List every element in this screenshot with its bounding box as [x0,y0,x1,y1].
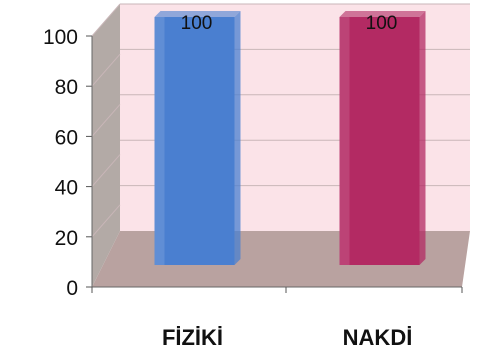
bar-face [154,17,235,265]
y-tick-label: 0 [66,277,78,300]
bar-top [154,11,241,17]
y-tick-label: 60 [55,126,78,149]
gridline-side [91,154,121,187]
labels: 100 FİZİKİ 100 NAKDİ [162,13,412,350]
y-tick-label: 40 [55,177,78,200]
bar-top [339,11,426,17]
bar-side [419,11,426,265]
bar-face [339,17,420,265]
bar-highlight [339,17,350,265]
gridline-side [91,104,121,137]
side-wall [92,4,120,287]
bar-highlight [154,17,165,265]
bar-side [234,11,241,265]
bar-1 [154,11,241,265]
x-tick-label-1: FİZİKİ [162,325,223,350]
data-label-1: 100 [181,13,213,34]
data-label-2: 100 [366,13,398,34]
x-tick-label-2: NAKDİ [343,325,413,350]
y-tick-label: 100 [43,26,78,49]
y-axis: 0 20 40 60 80 100 [43,26,463,300]
y-tick-label: 80 [55,76,78,99]
y-tick-label: 20 [55,227,78,250]
bar-2 [339,11,426,265]
gridline-side [91,53,121,87]
gridline-side [91,3,121,37]
gridline-side [91,204,121,238]
bars [154,11,426,265]
